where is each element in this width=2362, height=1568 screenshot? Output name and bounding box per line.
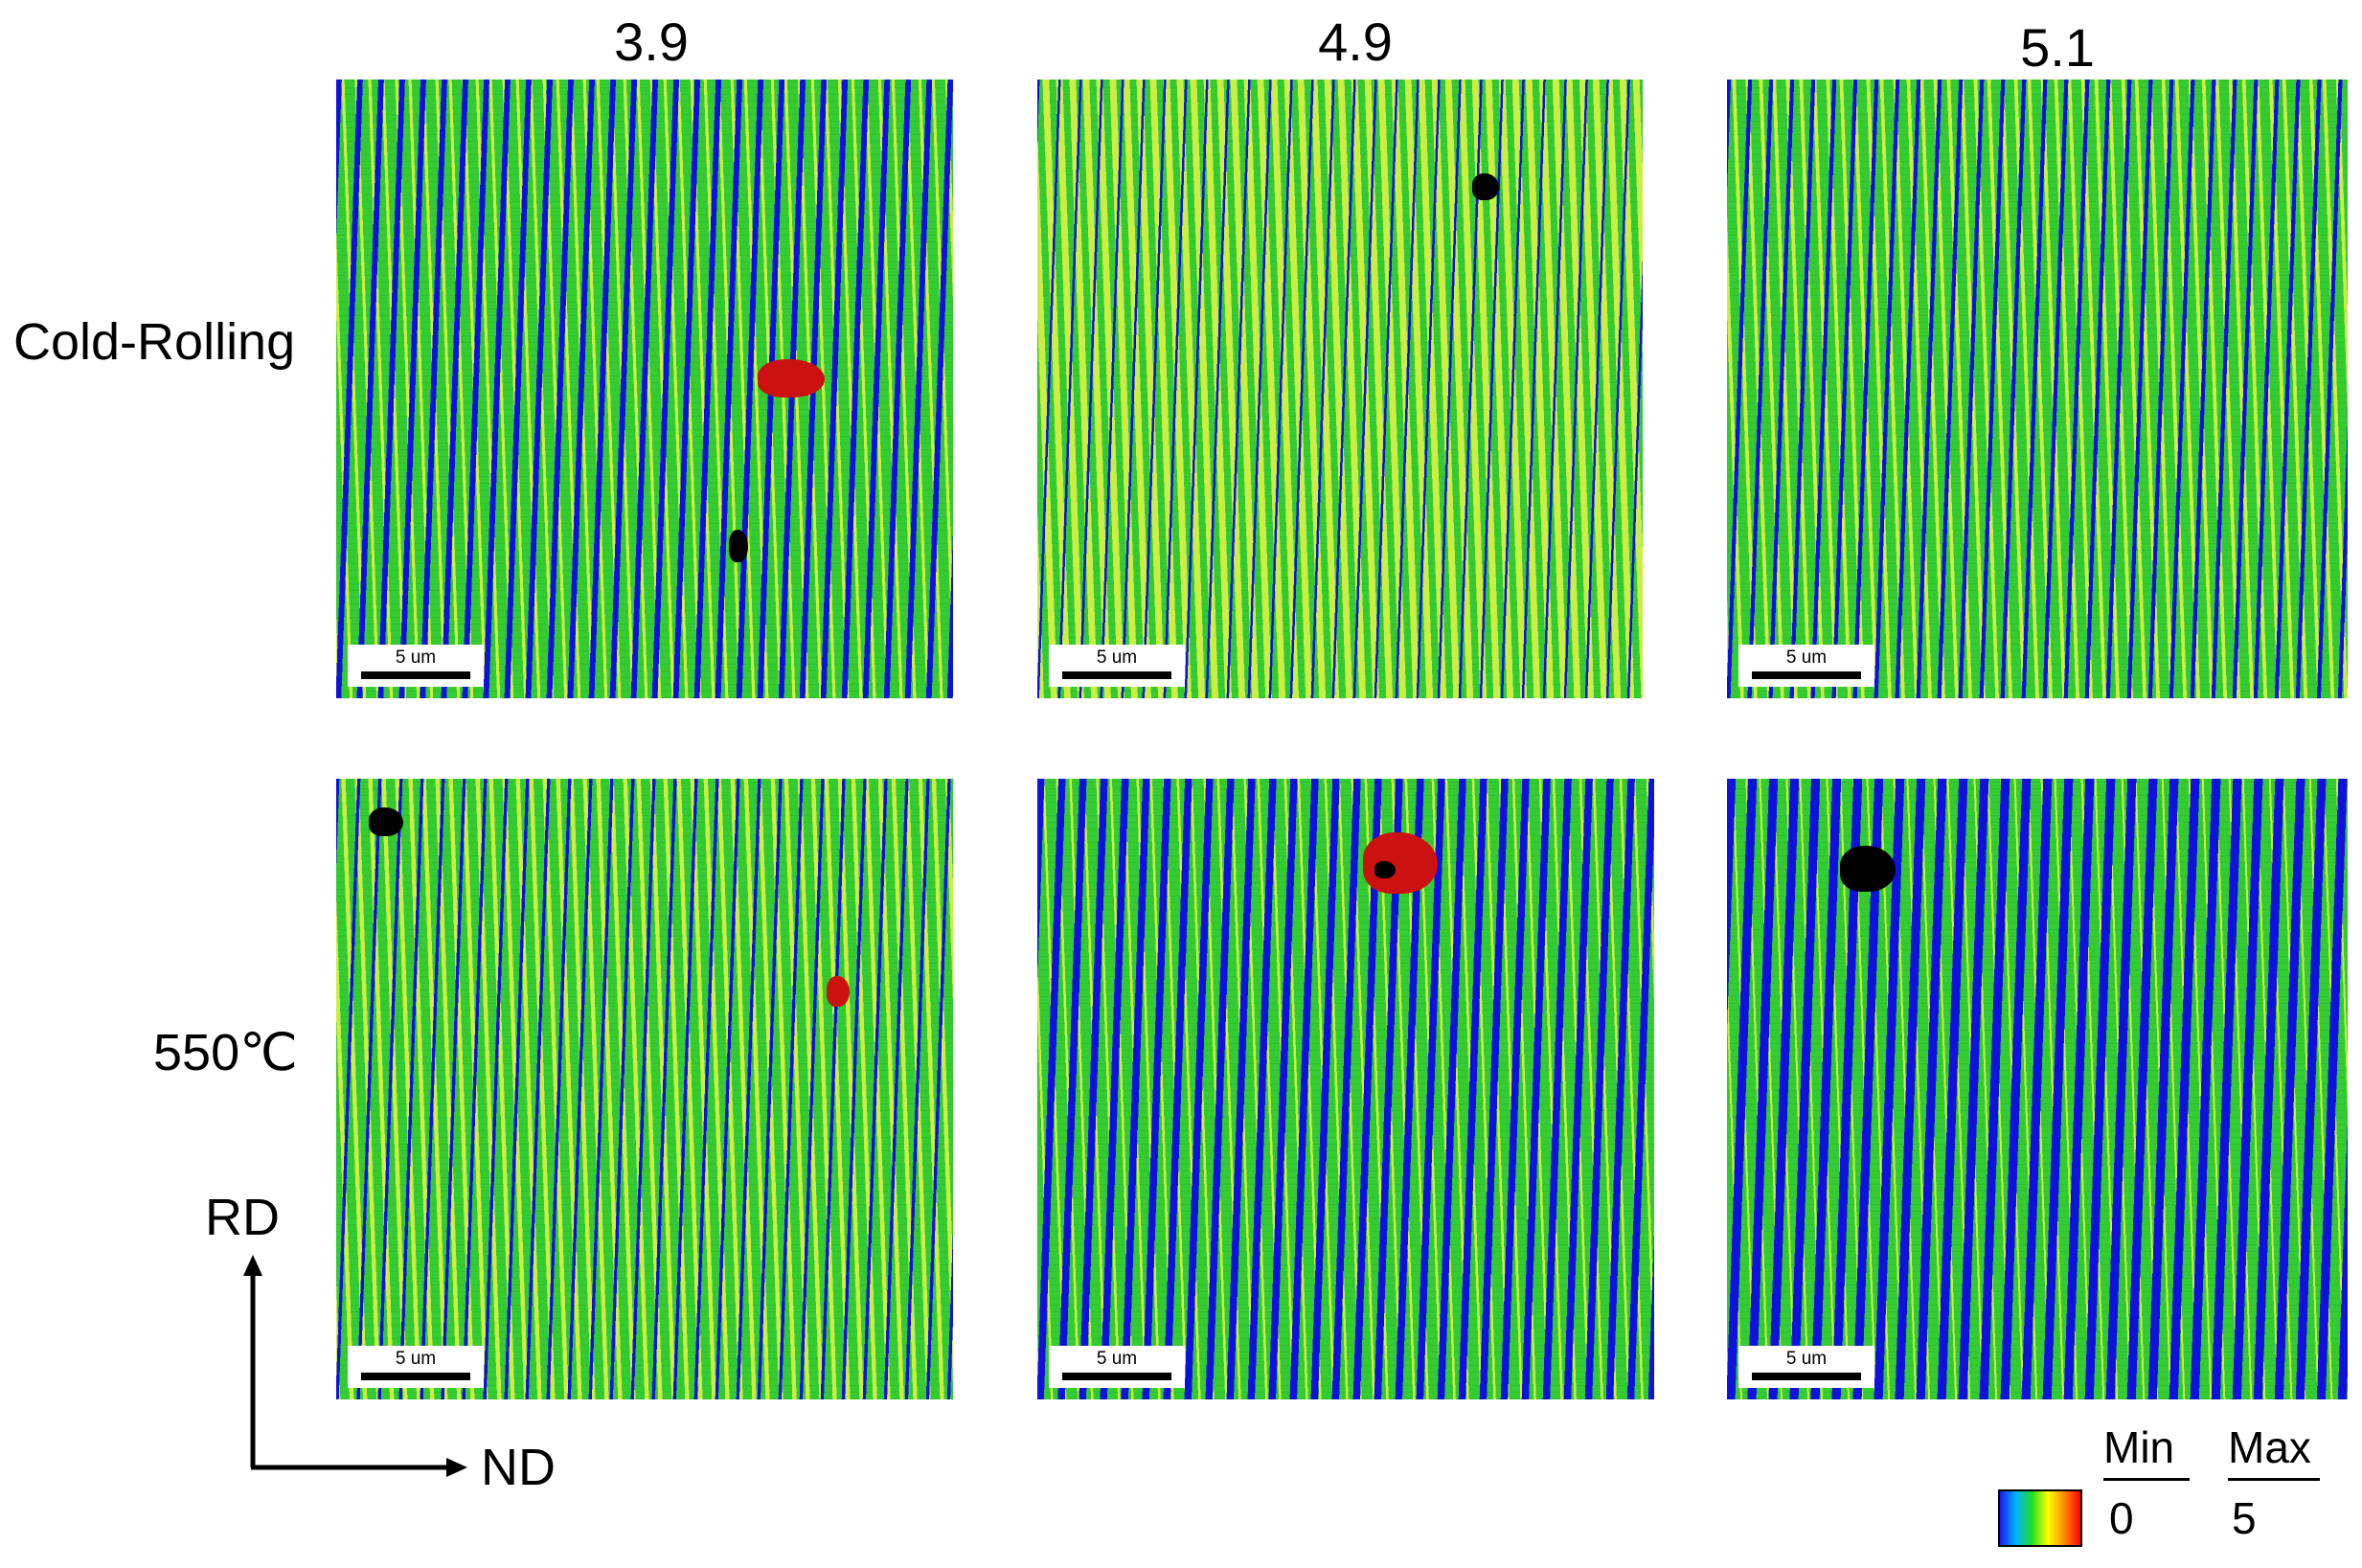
scale-bar-line xyxy=(1062,1373,1171,1380)
red-grain xyxy=(758,359,825,398)
scale-bar-label: 5 um xyxy=(395,1349,437,1369)
map-cold-rolling-4-9: 5 um xyxy=(1037,80,1643,698)
map-cold-rolling-5-1: 5 um xyxy=(1727,80,2348,698)
column-title-2: 4.9 xyxy=(1318,11,1393,72)
scale-bar-line xyxy=(1752,1373,1861,1380)
legend-color-bar xyxy=(1998,1489,2082,1547)
scale-bar: 5 um xyxy=(1738,645,1874,687)
map-550c-4-9: 5 um xyxy=(1037,779,1654,1399)
axis-arrows xyxy=(243,1255,467,1477)
red-grain xyxy=(1363,832,1438,894)
legend-max-value: 5 xyxy=(2232,1493,2257,1543)
scale-bar-line xyxy=(361,1373,470,1380)
scale-bar-label: 5 um xyxy=(1096,1349,1138,1369)
legend-min-value: 0 xyxy=(2109,1493,2134,1543)
scale-bar-label: 5 um xyxy=(1785,1349,1828,1369)
column-title-3: 5.1 xyxy=(2020,17,2095,78)
scale-bar-label: 5 um xyxy=(1096,648,1138,668)
red-grain xyxy=(827,976,850,1007)
axis-label-nd: ND xyxy=(481,1439,556,1496)
black-spot xyxy=(1840,846,1896,892)
scale-bar-label: 5 um xyxy=(395,648,437,668)
map-550c-3-9: 5 um xyxy=(336,779,953,1399)
scale-bar-label: 5 um xyxy=(1785,648,1828,668)
scale-bar: 5 um xyxy=(1049,1346,1185,1388)
black-spot xyxy=(1472,173,1499,200)
map-550c-5-1: 5 um xyxy=(1727,779,2348,1399)
legend-min-label: Min xyxy=(2103,1422,2175,1472)
scale-bar-line xyxy=(361,671,470,679)
legend-max-rule xyxy=(2228,1478,2320,1481)
axis-label-rd: RD xyxy=(205,1189,280,1246)
scale-bar: 5 um xyxy=(1738,1346,1874,1388)
map-cold-rolling-3-9: 5 um xyxy=(336,80,953,698)
black-spot xyxy=(369,807,403,836)
black-spot xyxy=(1374,861,1396,878)
scale-bar-line xyxy=(1062,671,1171,679)
rd-arrow-head xyxy=(243,1255,262,1276)
nd-arrow-head xyxy=(446,1458,467,1477)
scale-bar: 5 um xyxy=(348,1346,484,1388)
scale-bar-line xyxy=(1752,671,1861,679)
scale-bar: 5 um xyxy=(1049,645,1185,687)
black-spot xyxy=(729,530,748,562)
row-label-cold-rolling: Cold-Rolling xyxy=(13,313,296,371)
row-label-550c: 550℃ xyxy=(153,1024,298,1081)
legend-max-label: Max xyxy=(2228,1422,2311,1472)
column-title-1: 3.9 xyxy=(614,11,689,72)
scale-bar: 5 um xyxy=(348,645,484,687)
legend-min-rule xyxy=(2103,1478,2190,1481)
